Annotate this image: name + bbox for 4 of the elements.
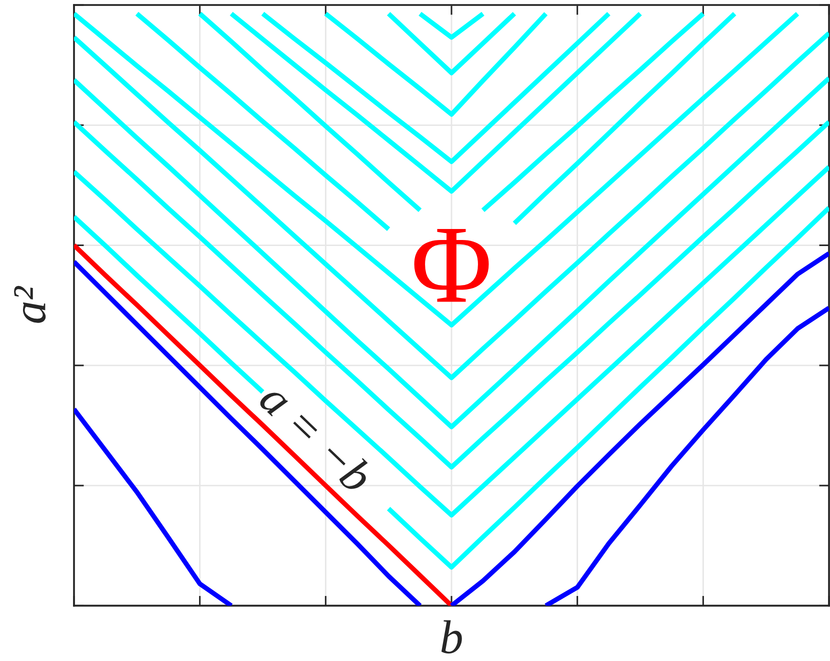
annotation: Φ	[414, 228, 489, 302]
y-axis-title: a²	[14, 286, 46, 323]
x-axis-title: b	[441, 620, 462, 654]
text: a = −b	[258, 379, 376, 495]
